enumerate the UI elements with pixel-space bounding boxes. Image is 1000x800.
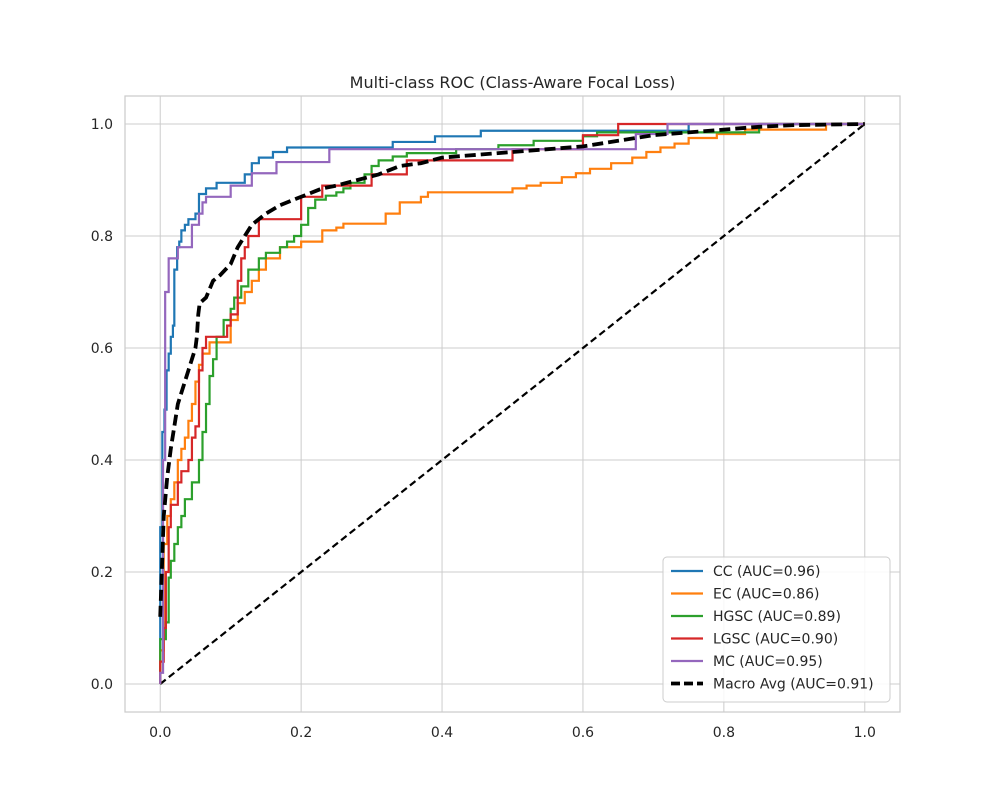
chance-diagonal-line bbox=[159, 123, 866, 685]
legend-label: Macro Avg (AUC=0.91) bbox=[713, 677, 874, 693]
legend: CC (AUC=0.96) EC (AUC=0.86) HGSC (AUC=0.89… bbox=[662, 556, 891, 703]
y-tick-label: 0.4 bbox=[91, 453, 113, 469]
x-tick-label: 0.0 bbox=[149, 725, 171, 741]
y-tick-label: 1.0 bbox=[91, 117, 113, 133]
y-tick-labels: 0.0 0.2 0.4 0.6 0.8 1.0 bbox=[91, 117, 113, 693]
x-tick-label: 0.6 bbox=[572, 725, 594, 741]
x-tick-labels: 0.0 0.2 0.4 0.6 0.8 1.0 bbox=[149, 725, 876, 741]
y-tick-label: 0.2 bbox=[91, 565, 113, 581]
series-line-4 bbox=[159, 122, 865, 684]
x-tick-label: 0.4 bbox=[431, 725, 453, 741]
x-tick-label: 0.8 bbox=[713, 725, 735, 741]
x-tick-label: 0.2 bbox=[290, 725, 312, 741]
x-tick-label: 1.0 bbox=[854, 725, 876, 741]
series-line-5 bbox=[158, 122, 865, 617]
series-line-2 bbox=[159, 122, 865, 684]
series-line-0 bbox=[159, 122, 865, 684]
legend-label: HGSC (AUC=0.89) bbox=[713, 609, 841, 625]
legend-label: EC (AUC=0.86) bbox=[713, 587, 820, 603]
axes-frame bbox=[124, 95, 901, 713]
legend-label: MC (AUC=0.95) bbox=[713, 654, 823, 670]
y-tick-label: 0.8 bbox=[91, 229, 113, 245]
legend-label: CC (AUC=0.96) bbox=[713, 564, 820, 580]
legend-label: LGSC (AUC=0.90) bbox=[713, 632, 838, 648]
series-layer bbox=[158, 122, 866, 685]
series-line-1 bbox=[159, 122, 865, 684]
y-tick-label: 0.6 bbox=[91, 341, 113, 357]
y-tick-label: 0.0 bbox=[91, 677, 113, 693]
legend-box bbox=[662, 556, 891, 703]
chart-title: Multi-class ROC (Class-Aware Focal Loss) bbox=[350, 73, 676, 92]
